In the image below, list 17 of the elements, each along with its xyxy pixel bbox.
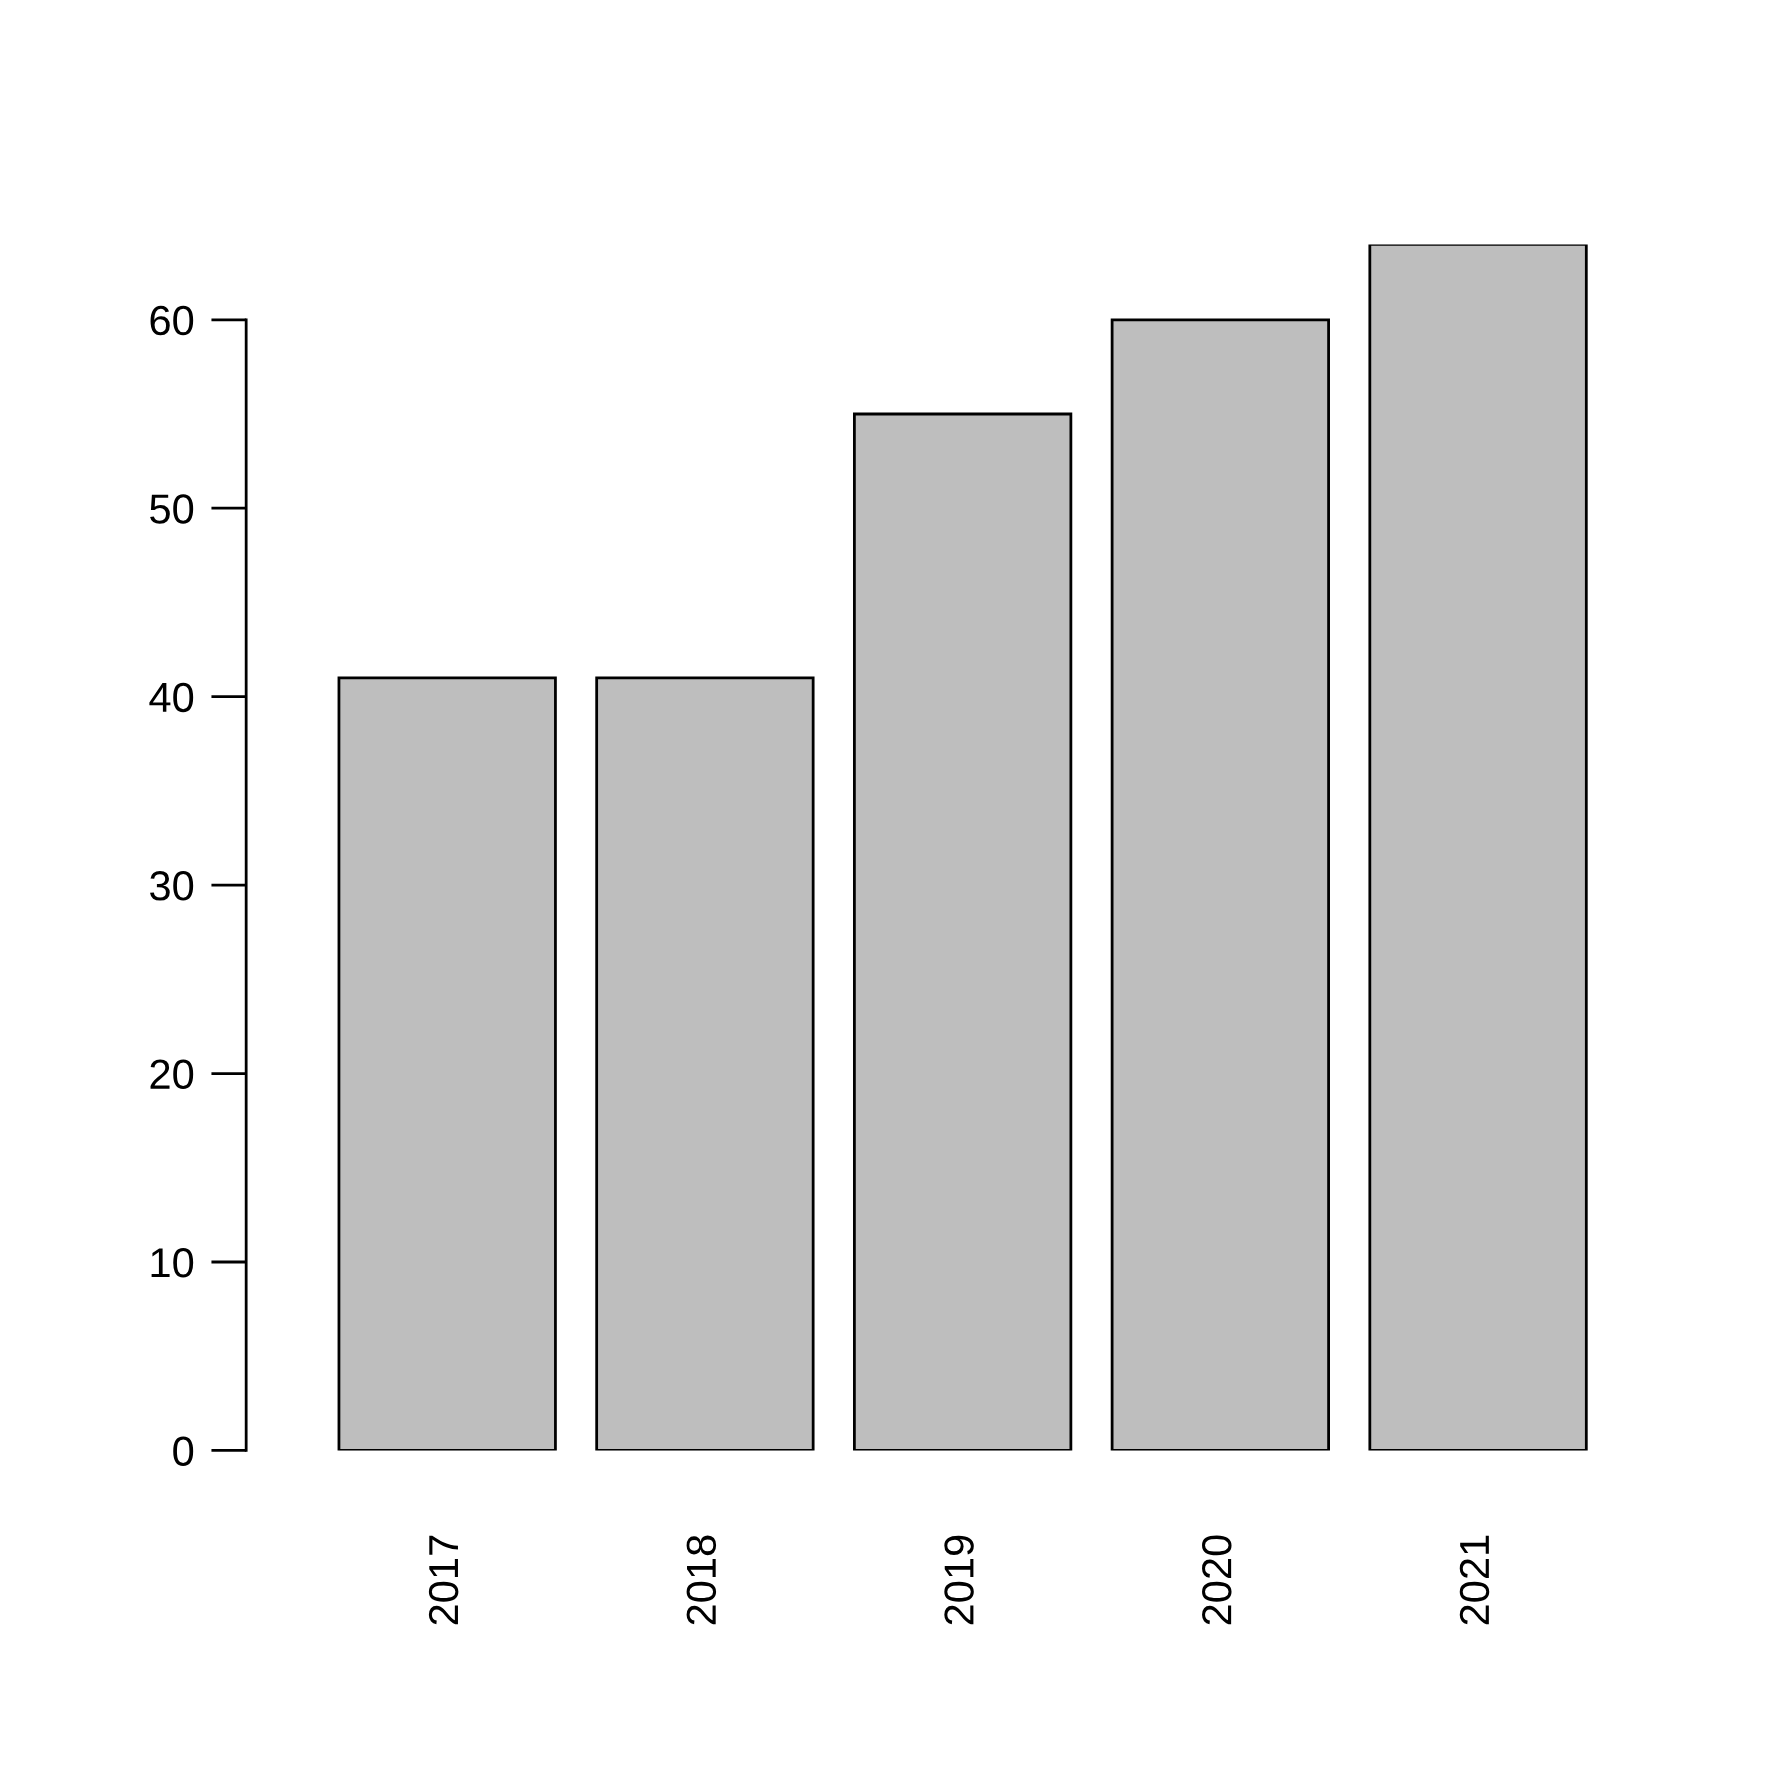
bar [853, 412, 1073, 1451]
bar [337, 676, 557, 1451]
bar [1368, 244, 1588, 1451]
x-tick-label: 2021 [1459, 1535, 1490, 1625]
y-tick-label: 50 [150, 494, 194, 524]
y-tick-label: 40 [149, 682, 194, 713]
x-tick-label: 2018 [686, 1535, 717, 1625]
y-tick-label: 30 [150, 871, 194, 901]
y-tick-label: 20 [150, 1059, 194, 1090]
y-tick-label: 60 [150, 305, 194, 336]
x-tick-label: 2019 [944, 1535, 974, 1625]
x-tick-label: 2020 [1202, 1535, 1232, 1625]
bar [1110, 318, 1330, 1451]
y-tick-label: 10 [151, 1248, 194, 1278]
bar [595, 676, 815, 1451]
y-tick-label: 0 [173, 1436, 194, 1466]
x-tick-label: 2017 [428, 1535, 459, 1625]
